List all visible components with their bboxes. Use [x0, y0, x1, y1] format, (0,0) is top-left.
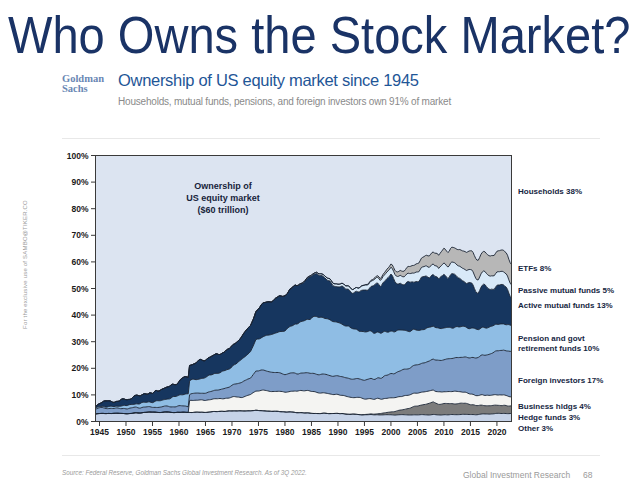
svg-text:1980: 1980 — [276, 427, 295, 437]
svg-text:1960: 1960 — [170, 427, 189, 437]
series-label-foreign-investors: Foreign investors 17% — [518, 376, 603, 386]
series-label-passive-mutual-funds: Passive mutual funds 5% — [518, 286, 614, 296]
svg-text:1945: 1945 — [90, 427, 109, 437]
series-label-etfs: ETFs 8% — [518, 264, 551, 274]
series-label-active-mutual-funds: Active mutual funds 13% — [518, 301, 613, 311]
page-number: 68 — [583, 470, 592, 480]
svg-text:2010: 2010 — [434, 427, 453, 437]
svg-text:90%: 90% — [71, 177, 88, 187]
svg-text:70%: 70% — [71, 230, 88, 240]
svg-text:1995: 1995 — [355, 427, 374, 437]
series-label-hedge-funds: Hedge funds 3% — [518, 413, 580, 423]
svg-text:60%: 60% — [71, 257, 88, 267]
svg-text:50%: 50% — [71, 284, 88, 294]
series-label-pension-funds: Pension and govt retirement funds 10% — [518, 334, 618, 353]
svg-text:20%: 20% — [71, 363, 88, 373]
series-label-other: Other 3% — [518, 424, 553, 434]
chart-annotation: Ownership of US equity market ($60 trill… — [165, 180, 281, 216]
svg-text:2005: 2005 — [408, 427, 427, 437]
svg-text:1970: 1970 — [223, 427, 242, 437]
svg-text:2015: 2015 — [461, 427, 480, 437]
svg-text:2020: 2020 — [487, 427, 506, 437]
svg-text:1975: 1975 — [249, 427, 268, 437]
svg-text:1990: 1990 — [328, 427, 347, 437]
svg-text:100%: 100% — [67, 151, 89, 161]
svg-text:2000: 2000 — [381, 427, 400, 437]
svg-text:0%: 0% — [76, 417, 89, 427]
svg-text:1965: 1965 — [196, 427, 215, 437]
svg-text:80%: 80% — [71, 204, 88, 214]
svg-text:1950: 1950 — [117, 427, 136, 437]
svg-text:30%: 30% — [71, 337, 88, 347]
series-label-business-holdings: Business hldgs 4% — [518, 402, 591, 412]
footer-brand: Global Investment Research — [463, 470, 570, 480]
series-label-households: Households 38% — [518, 187, 582, 197]
divider-bottom — [62, 455, 600, 456]
svg-text:40%: 40% — [71, 310, 88, 320]
svg-text:10%: 10% — [71, 390, 88, 400]
svg-text:1955: 1955 — [143, 427, 162, 437]
source-note: Source: Federal Reserve, Goldman Sachs G… — [62, 469, 307, 476]
svg-text:1985: 1985 — [302, 427, 321, 437]
